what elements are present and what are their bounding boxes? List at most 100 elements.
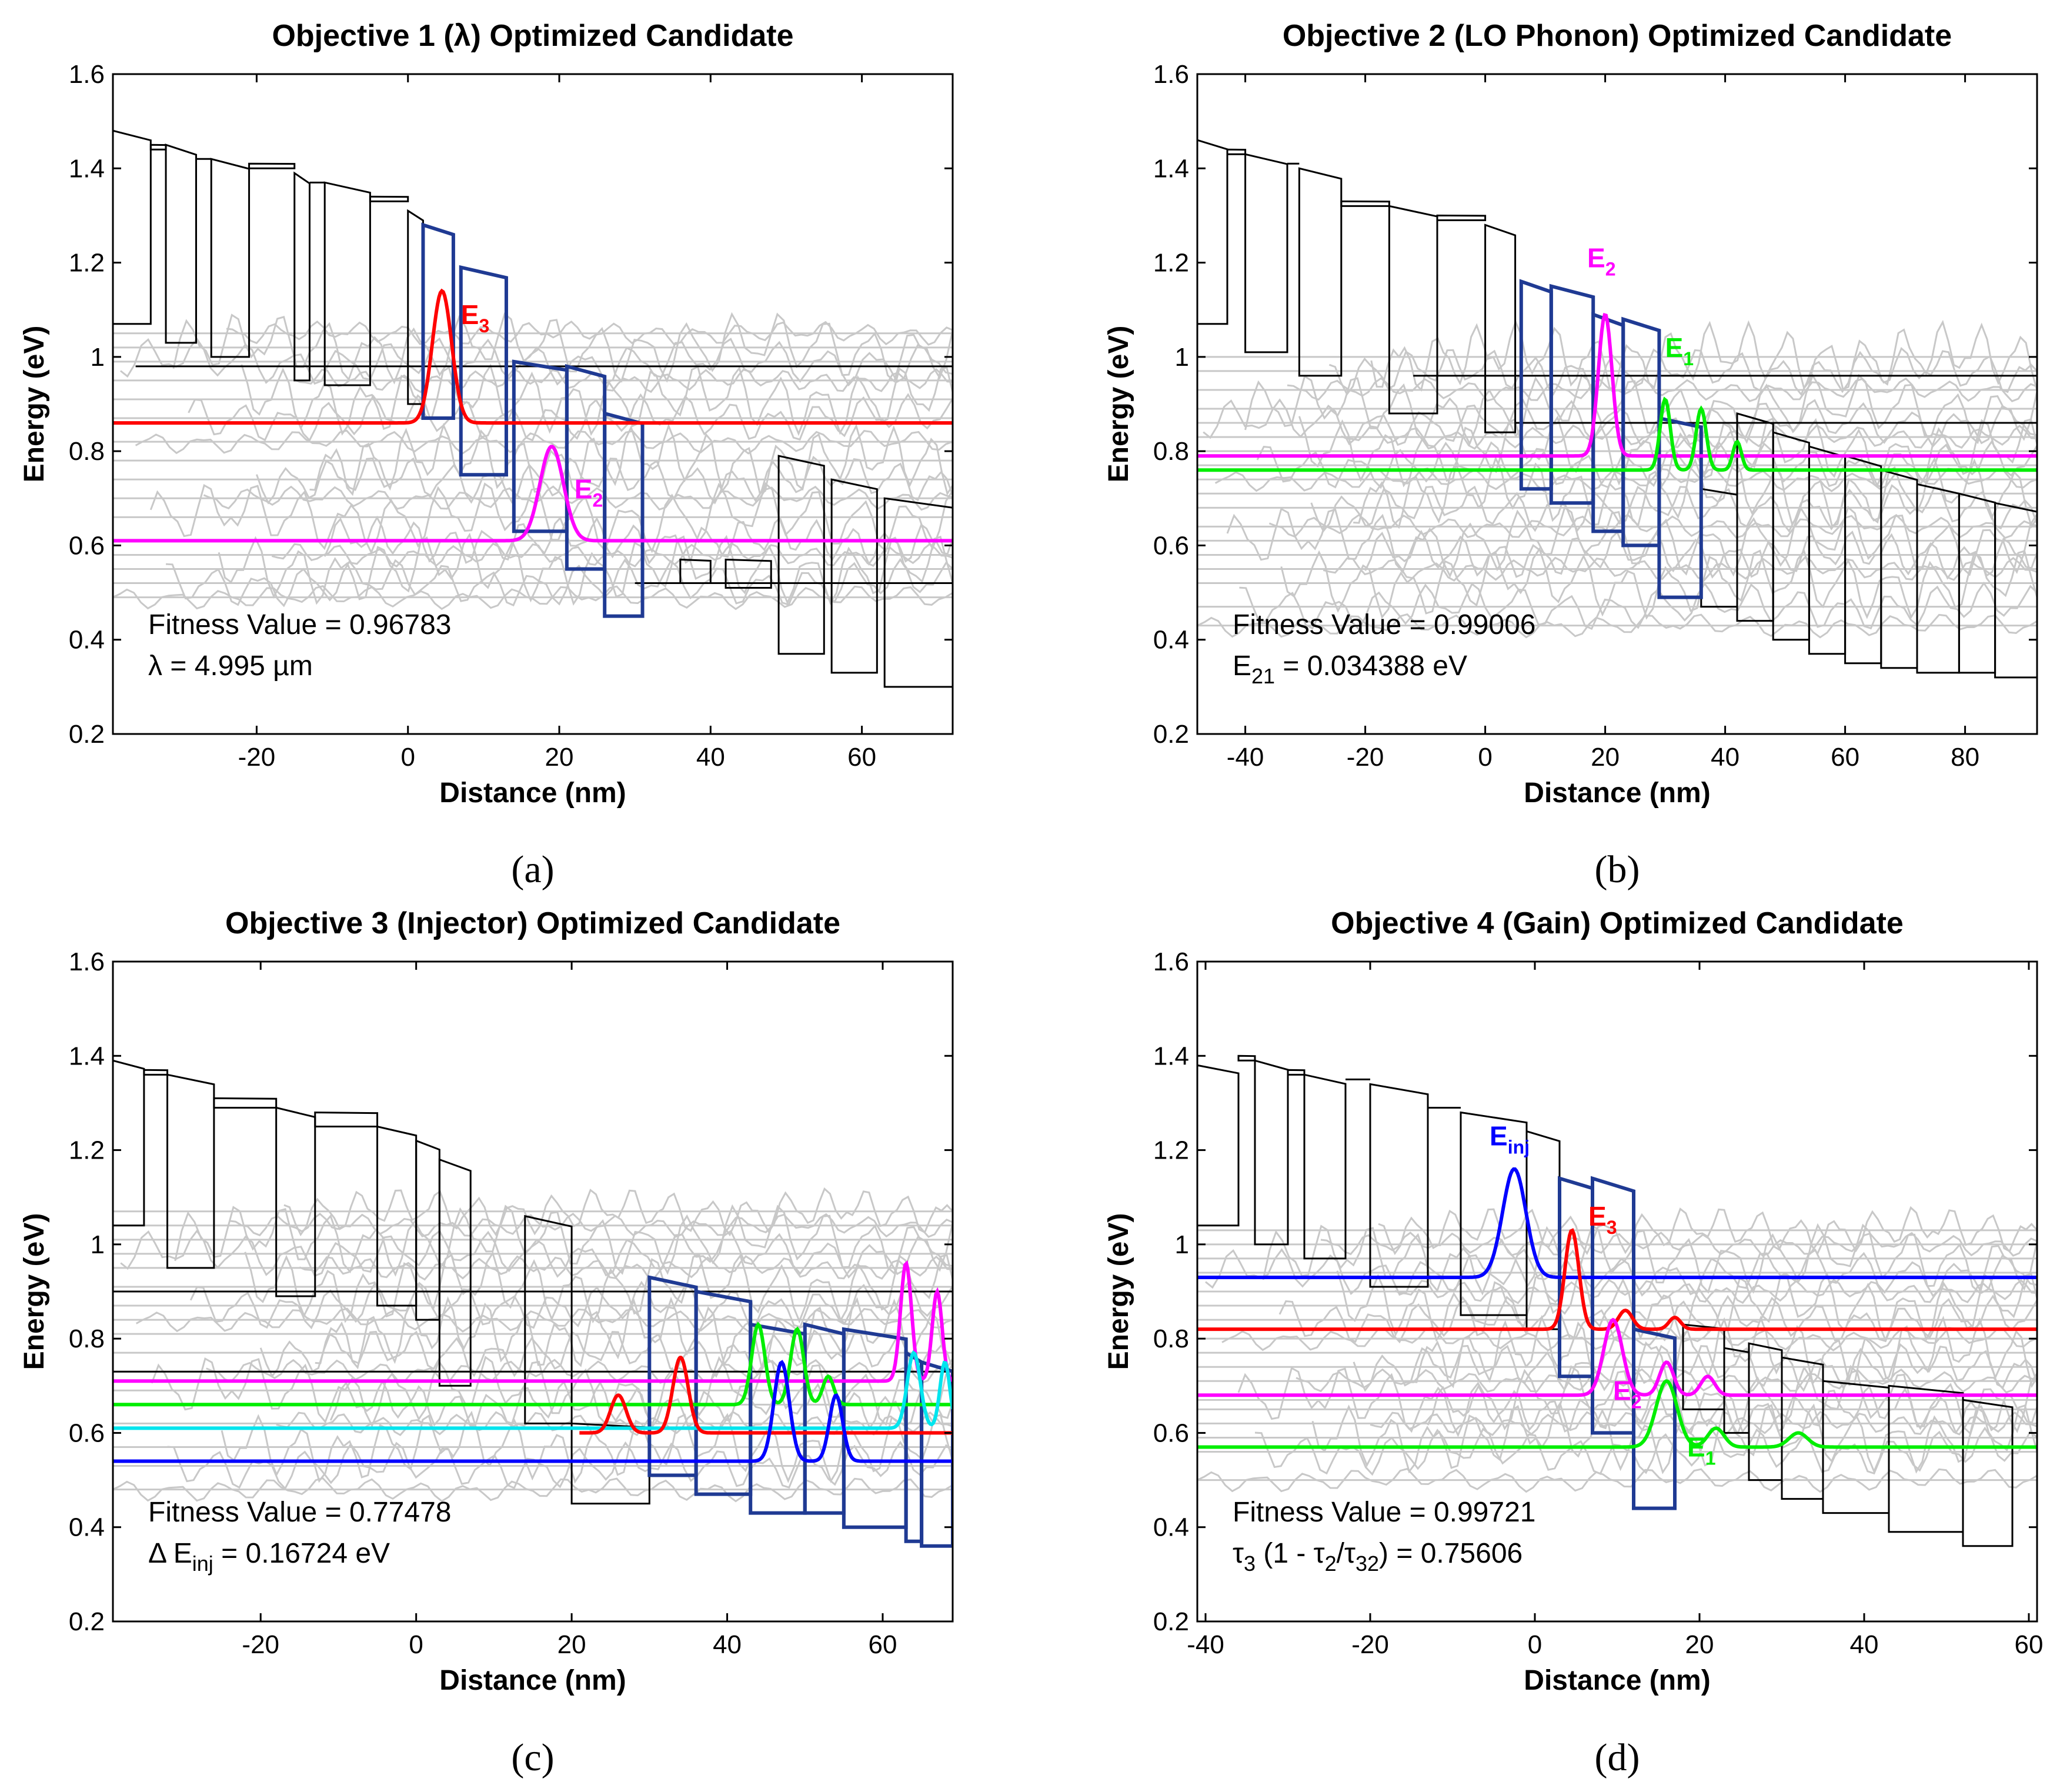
band-edge xyxy=(165,144,198,344)
grey-wavefunction xyxy=(221,1410,953,1484)
band-edge xyxy=(293,171,310,382)
y-tick-label: 1.2 xyxy=(1153,249,1189,278)
band-edge xyxy=(777,455,825,655)
x-tick-label: -20 xyxy=(1351,1630,1389,1659)
x-tick-label: 20 xyxy=(557,1630,586,1659)
y-tick-label: 0.8 xyxy=(1153,1324,1189,1353)
y-tick-label: 1.4 xyxy=(69,154,105,183)
band-edge xyxy=(1736,412,1774,622)
state-label-E2: E2 xyxy=(1613,1375,1641,1412)
panel-c: 0.2 0.4 0.6 0.8 1 1.2 1.4 1.6 -20 0 20 40 60 Objectiv… xyxy=(19,906,954,1779)
y-tick-label: 1.6 xyxy=(1153,60,1189,89)
x-axis-label: Distance (nm) xyxy=(1524,777,1710,809)
grey-wavefunction xyxy=(1254,1426,2037,1476)
x-tick-label: 40 xyxy=(713,1630,742,1659)
delta-einj-sub: inj xyxy=(192,1551,213,1576)
band-edge xyxy=(113,129,152,325)
band-edge-thick xyxy=(459,265,508,477)
chart-title: Objective 1 (λ) Optimized Candidate xyxy=(272,19,793,53)
grey-wavefunction xyxy=(271,542,953,568)
band-edge xyxy=(415,1139,440,1321)
grey-wavefunction xyxy=(1411,1314,2037,1389)
state-label-main: E xyxy=(1665,332,1684,363)
band-edge xyxy=(113,1059,145,1227)
state-curve-E-cyan xyxy=(113,1350,953,1430)
x-tick-label: 20 xyxy=(1591,743,1620,772)
y-axis-label: Energy (eV) xyxy=(1103,1213,1134,1370)
x-tick-label: 0 xyxy=(409,1630,423,1659)
x-tick-label: 40 xyxy=(696,743,725,772)
grey-wavefunction xyxy=(1237,1364,2037,1437)
tau-part: 3 xyxy=(1244,1551,1256,1576)
state-label-sub: 3 xyxy=(479,315,489,336)
grey-wavefunction xyxy=(113,1477,953,1503)
x-axis-label: Distance (nm) xyxy=(439,1665,626,1696)
y-axis-label: Energy (eV) xyxy=(19,326,50,483)
band-edge xyxy=(1237,1054,1256,1062)
tau-part: /τ xyxy=(1337,1538,1355,1569)
grey-wavefunction xyxy=(1226,505,2037,578)
band-edge xyxy=(438,1158,472,1387)
state-label-sub: 2 xyxy=(592,489,603,510)
x-tick-label: 80 xyxy=(1951,743,1979,772)
grey-wavefunction xyxy=(113,585,953,610)
band-edge-thick xyxy=(565,363,607,571)
grey-wavefunction xyxy=(151,1355,953,1428)
plot-content xyxy=(1197,1054,2037,1547)
x-tick-label: 20 xyxy=(1685,1630,1714,1659)
band-edge xyxy=(1484,223,1517,433)
grey-wavefunction xyxy=(1370,319,2037,392)
state-curve-E-red xyxy=(579,1356,953,1435)
panel-caption: (d) xyxy=(1595,1736,1640,1779)
y-tick-label: 0.6 xyxy=(1153,1419,1189,1447)
state-label-sub: 2 xyxy=(1631,1391,1642,1412)
tau-part: ) = 0.75606 xyxy=(1379,1538,1523,1569)
band-edge xyxy=(1197,1064,1240,1227)
grey-wavefunction xyxy=(1427,1384,2037,1434)
band-edge-thick xyxy=(1621,316,1661,548)
e21-sub: 21 xyxy=(1251,664,1275,688)
grey-wavefunction xyxy=(259,1329,953,1378)
grey-wavefunction xyxy=(1197,613,2037,639)
band-edge xyxy=(1781,1356,1824,1500)
state-label-main: E xyxy=(1687,1432,1705,1463)
e21-suffix: = 0.034388 eV xyxy=(1275,650,1467,682)
state-label-main: E xyxy=(1588,1201,1607,1232)
y-tick-label: 1.6 xyxy=(69,60,105,89)
state-label-E3: E3 xyxy=(1588,1201,1617,1238)
x-axis-label: Distance (nm) xyxy=(439,777,626,809)
y-tick-label: 0.2 xyxy=(69,720,105,749)
y-tick-label: 1.2 xyxy=(69,1136,105,1165)
y-tick-label: 0.2 xyxy=(1153,720,1189,749)
band-edge xyxy=(166,1073,215,1269)
state-curve-E2 xyxy=(1197,312,2037,458)
grey-wavefunction xyxy=(135,1307,953,1333)
state-label-E2: E2 xyxy=(1587,243,1615,280)
grey-wavefunction xyxy=(135,429,953,455)
plot-content xyxy=(1197,139,2037,679)
state-label-E2: E2 xyxy=(575,473,603,510)
plot-content xyxy=(113,129,953,688)
band-edge xyxy=(407,209,424,405)
tau-part: 2 xyxy=(1325,1551,1337,1576)
y-tick-label: 0.2 xyxy=(1153,1607,1189,1636)
state-label-sub: inj xyxy=(1508,1137,1530,1158)
y-tick-label: 0.4 xyxy=(1153,1513,1189,1542)
grey-wavefunction xyxy=(149,482,953,555)
e21-text: E21 = 0.034388 eV xyxy=(1233,650,1467,688)
y-tick-label: 1.4 xyxy=(69,1042,105,1070)
x-tick-label: -20 xyxy=(238,743,276,772)
tau-part: (1 - τ xyxy=(1256,1538,1325,1569)
y-tick-label: 0.6 xyxy=(1153,531,1189,560)
grey-wavefunction xyxy=(1268,513,2037,539)
band-edge xyxy=(314,1111,379,1127)
grey-wavefunction xyxy=(1239,581,2037,631)
grey-wavefunction xyxy=(1320,1232,2037,1257)
grey-wavefunction xyxy=(188,393,953,442)
y-tick-label: 1 xyxy=(91,1230,105,1259)
panel-caption: (c) xyxy=(511,1736,554,1779)
x-tick-label: 0 xyxy=(400,743,415,772)
band-edge xyxy=(883,497,953,688)
